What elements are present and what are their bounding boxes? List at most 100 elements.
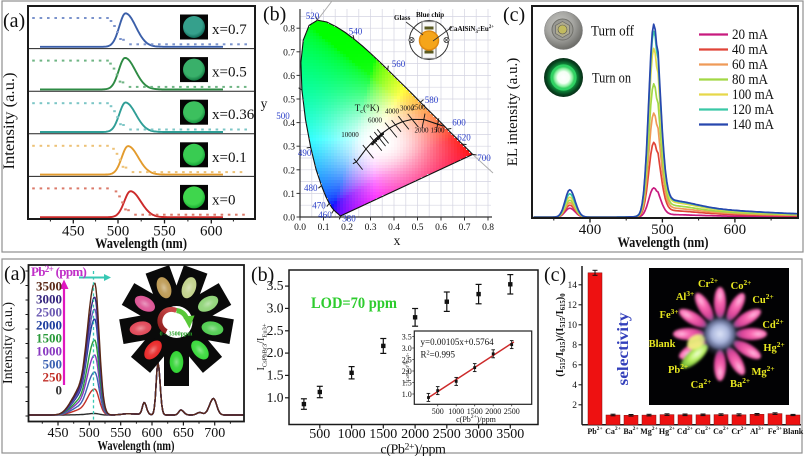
svg-text:2000: 2000: [36, 318, 62, 333]
svg-text:1000: 1000: [338, 427, 366, 442]
svg-text:2500: 2500: [412, 104, 427, 112]
svg-text:10: 10: [568, 321, 578, 331]
svg-text:Blank: Blank: [783, 427, 804, 436]
svg-text:3500: 3500: [496, 427, 524, 442]
svg-text:Turn on: Turn on: [592, 71, 631, 87]
svg-text:0.2: 0.2: [283, 166, 295, 176]
svg-text:c(Pb2+)/ppm: c(Pb2+)/ppm: [456, 414, 497, 424]
svg-text:(b): (b): [251, 264, 274, 286]
svg-text:140 mA: 140 mA: [732, 117, 774, 133]
svg-text:0.7: 0.7: [283, 48, 295, 58]
svg-text:3000: 3000: [36, 292, 62, 307]
svg-text:100 mA: 100 mA: [732, 87, 774, 103]
svg-text:Pb2+: Pb2+: [587, 426, 602, 436]
svg-text:0.1: 0.1: [318, 223, 330, 233]
svg-text:2500: 2500: [504, 407, 520, 416]
svg-text:Wavelength (nm): Wavelength (nm): [618, 235, 709, 251]
svg-text:0.6: 0.6: [435, 223, 447, 233]
svg-text:600: 600: [200, 224, 223, 240]
svg-text:Wavelength (nm): Wavelength (nm): [95, 236, 187, 252]
svg-text:Intensity (a.u.): Intensity (a.u.): [1, 73, 18, 170]
svg-text:250: 250: [43, 370, 63, 385]
svg-text:0.0: 0.0: [294, 223, 306, 233]
svg-text:x=0: x=0: [212, 192, 235, 208]
svg-text:500: 500: [276, 111, 290, 121]
svg-text:R2=0.995: R2=0.995: [421, 350, 456, 360]
svg-text:CaAlSiN3:Eu2+: CaAlSiN3:Eu2+: [449, 25, 494, 35]
svg-text:x=0.36: x=0.36: [212, 107, 255, 123]
svg-text:3.5: 3.5: [402, 333, 412, 342]
svg-text:600: 600: [142, 426, 163, 441]
svg-text:120 mA: 120 mA: [732, 102, 774, 118]
svg-text:Ba2+: Ba2+: [623, 426, 638, 436]
svg-text:Mg2+: Mg2+: [640, 426, 658, 436]
svg-text:Co2+: Co2+: [713, 426, 729, 436]
svg-text:Cr2+: Cr2+: [731, 426, 746, 436]
svg-text:2500: 2500: [433, 427, 461, 442]
svg-text:6: 6: [572, 361, 577, 371]
svg-text:700: 700: [204, 426, 225, 441]
svg-text:4000: 4000: [385, 108, 400, 116]
svg-text:1500: 1500: [467, 407, 483, 416]
svg-text:Fe3+: Fe3+: [768, 426, 782, 436]
svg-text:1.0: 1.0: [402, 390, 412, 399]
svg-text:480: 480: [304, 183, 318, 193]
svg-text:650: 650: [173, 426, 194, 441]
svg-text:1500: 1500: [431, 127, 446, 135]
svg-text:540: 540: [349, 27, 363, 37]
svg-text:Intensity (a.u.): Intensity (a.u.): [1, 302, 16, 384]
svg-text:Wavelength (nm): Wavelength (nm): [98, 438, 175, 453]
svg-text:40 mA: 40 mA: [732, 42, 768, 58]
svg-text:20 mA: 20 mA: [732, 27, 768, 43]
svg-text:3500: 3500: [36, 279, 62, 294]
svg-text:0.5: 0.5: [283, 96, 295, 106]
svg-text:400: 400: [579, 222, 602, 238]
svg-text:Al3+: Al3+: [750, 426, 764, 436]
svg-text:500: 500: [651, 222, 674, 238]
svg-text:0: 0: [56, 383, 63, 398]
svg-text:12: 12: [568, 301, 578, 311]
svg-text:(b): (b): [263, 4, 286, 26]
svg-text:8: 8: [572, 341, 577, 351]
svg-text:470: 470: [312, 201, 326, 211]
svg-text:2.0: 2.0: [402, 367, 412, 376]
svg-text:y=0.00105x+0.5764: y=0.00105x+0.5764: [421, 337, 495, 347]
svg-text:3000: 3000: [400, 105, 415, 113]
svg-text:6000: 6000: [368, 117, 383, 125]
svg-text:c(Pb2+)/ppm: c(Pb2+)/ppm: [380, 442, 446, 456]
svg-text:1000: 1000: [448, 407, 464, 416]
svg-text:560: 560: [392, 59, 406, 69]
svg-text:Hg2+: Hg2+: [659, 426, 675, 436]
svg-text:600: 600: [724, 222, 747, 238]
svg-text:x=0.5: x=0.5: [212, 65, 247, 81]
svg-text:80 mA: 80 mA: [732, 72, 768, 88]
svg-text:2000: 2000: [401, 427, 429, 442]
svg-text:60 mA: 60 mA: [732, 57, 768, 73]
svg-text:0.8: 0.8: [283, 25, 295, 35]
svg-text:0.8: 0.8: [482, 223, 494, 233]
svg-text:500: 500: [79, 426, 100, 441]
svg-text:1500: 1500: [36, 331, 62, 346]
svg-text:Blue chip: Blue chip: [416, 11, 444, 19]
svg-text:Turn off: Turn off: [591, 24, 634, 40]
svg-text:0.7: 0.7: [459, 223, 471, 233]
svg-text:1.5: 1.5: [267, 367, 284, 382]
svg-text:x: x: [394, 233, 401, 248]
svg-text:580: 580: [425, 95, 439, 105]
svg-text:450: 450: [62, 224, 85, 240]
svg-text:0→3500ppm: 0→3500ppm: [160, 332, 193, 338]
svg-text:0.3: 0.3: [283, 143, 295, 153]
svg-text:2.5: 2.5: [402, 356, 412, 365]
svg-text:500: 500: [107, 224, 130, 240]
svg-text:0.4: 0.4: [388, 223, 400, 233]
svg-text:500: 500: [309, 427, 330, 442]
svg-text:1000: 1000: [36, 344, 62, 359]
svg-text:1500: 1500: [369, 427, 397, 442]
svg-text:3.5: 3.5: [267, 278, 284, 293]
svg-text:490: 490: [298, 148, 312, 158]
svg-text:500: 500: [43, 357, 63, 372]
svg-text:3.0: 3.0: [402, 344, 412, 353]
svg-text:3000: 3000: [465, 427, 493, 442]
svg-text:2: 2: [572, 401, 577, 411]
svg-text:Ca2+: Ca2+: [605, 426, 621, 436]
